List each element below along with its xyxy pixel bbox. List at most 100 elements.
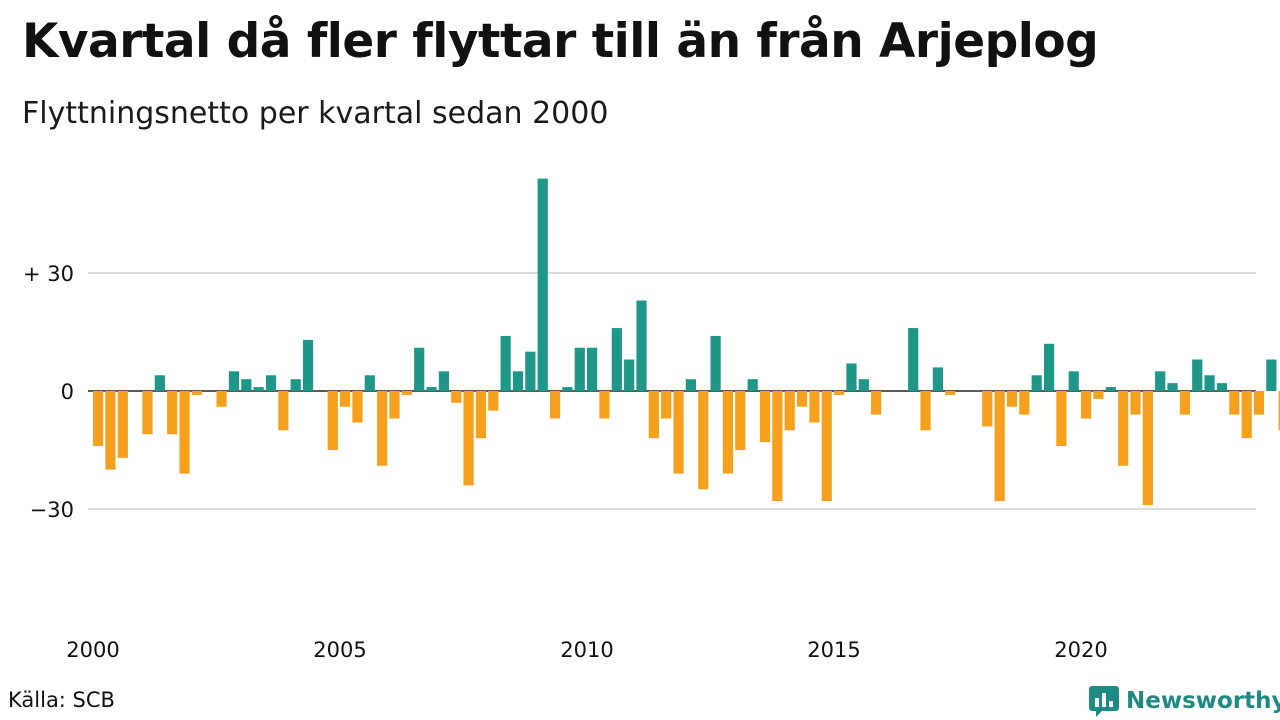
bar-positive [574, 347, 585, 391]
bar-positive [858, 379, 869, 391]
bar-negative [117, 391, 128, 458]
y-tick-label: 0 [61, 380, 74, 404]
bar-negative [1278, 391, 1280, 431]
bar-negative [1253, 391, 1265, 415]
bar-negative [488, 391, 499, 411]
bar-negative [475, 391, 487, 439]
bar-negative [179, 391, 190, 474]
y-tick-label: + 30 [23, 262, 74, 286]
bar-negative [1130, 391, 1141, 415]
bar-positive [537, 178, 548, 391]
bar-positive [747, 379, 758, 391]
bar-positive [1167, 383, 1178, 391]
bar-positive [1068, 371, 1079, 391]
bar-negative [278, 391, 289, 431]
x-tick-label: 2020 [1054, 638, 1107, 662]
bar-negative [167, 391, 178, 435]
bar-positive [1031, 375, 1042, 391]
bar-negative [352, 391, 363, 423]
bar-negative [451, 391, 462, 403]
bar-positive [636, 300, 647, 391]
bar-negative [327, 391, 338, 450]
bar-negative [735, 391, 746, 450]
bar-negative [796, 391, 808, 407]
bar-negative [142, 391, 153, 435]
bar-negative [549, 391, 561, 419]
brand-logo[interactable]: Newsworthy [1088, 684, 1280, 718]
source-note: Källa: SCB [8, 688, 115, 712]
y-tick-label: −30 [30, 498, 74, 522]
bar-positive [500, 335, 511, 391]
bar-negative [191, 391, 202, 395]
bar-positive [1192, 359, 1203, 391]
bar-negative [1019, 391, 1030, 415]
bar-negative [377, 391, 388, 466]
x-tick-label: 2000 [66, 638, 119, 662]
bar-positive [253, 387, 264, 391]
bar-positive [154, 375, 165, 391]
bar-positive [228, 371, 240, 391]
chart-subtitle: Flyttningsnetto per kvartal sedan 2000 [22, 96, 609, 131]
bar-negative [1142, 391, 1153, 506]
bar-positive [587, 347, 598, 391]
bar-negative [1118, 391, 1129, 466]
bar-positive [525, 351, 536, 391]
bar-negative [340, 391, 351, 407]
bar-negative [784, 391, 795, 431]
bar-negative [945, 391, 956, 395]
bar-positive [290, 379, 301, 391]
bar-negative [1056, 391, 1067, 447]
bar-negative [1241, 391, 1252, 439]
bar-negative [463, 391, 474, 486]
bar-negative [1006, 391, 1018, 407]
bar-positive [932, 367, 943, 391]
bar-negative [105, 391, 116, 470]
bar-negative [809, 391, 820, 423]
bar-positive [426, 387, 437, 391]
bar-negative [722, 391, 734, 474]
x-tick-label: 2010 [560, 638, 613, 662]
bar-positive [624, 359, 635, 391]
bar-positive [908, 328, 919, 391]
bar-positive [241, 379, 252, 391]
bar-negative [1229, 391, 1240, 415]
bar-negative [648, 391, 659, 439]
x-tick-label: 2015 [807, 638, 860, 662]
bar-positive [1155, 371, 1166, 391]
bar-negative [821, 391, 832, 502]
bar-negative [599, 391, 610, 419]
bar-negative [1179, 391, 1190, 415]
bar-layer [93, 178, 1280, 506]
bar-positive [685, 379, 696, 391]
bar-negative [93, 391, 104, 447]
bar-negative [920, 391, 931, 431]
bar-negative [401, 391, 412, 395]
bar-positive [265, 375, 277, 391]
bar-positive [1105, 387, 1116, 391]
bar-positive [611, 328, 622, 391]
bar-positive [846, 363, 857, 391]
x-tick-label: 2005 [313, 638, 366, 662]
bar-negative [994, 391, 1005, 502]
bar-positive [414, 347, 425, 391]
bar-negative [673, 391, 684, 474]
bar-negative [698, 391, 709, 490]
bar-negative [1093, 391, 1104, 399]
bar-positive [364, 375, 375, 391]
bar-positive [1204, 375, 1215, 391]
bar-negative [389, 391, 400, 419]
label-layer: + 30 0 −30 2000 2005 2010 2015 2020 [23, 262, 1108, 662]
bar-positive [562, 387, 573, 391]
bar-positive [1266, 359, 1277, 391]
bar-positive [512, 371, 524, 391]
bar-negative [216, 391, 227, 407]
bar-negative [759, 391, 771, 443]
bar-positive [710, 335, 721, 391]
bar-negative [982, 391, 993, 427]
bar-negative [661, 391, 672, 419]
chart-title: Kvartal då fler flyttar till än från Arj… [22, 14, 1099, 69]
bar-negative [834, 391, 845, 395]
bar-negative [871, 391, 882, 415]
bar-negative [1081, 391, 1092, 419]
